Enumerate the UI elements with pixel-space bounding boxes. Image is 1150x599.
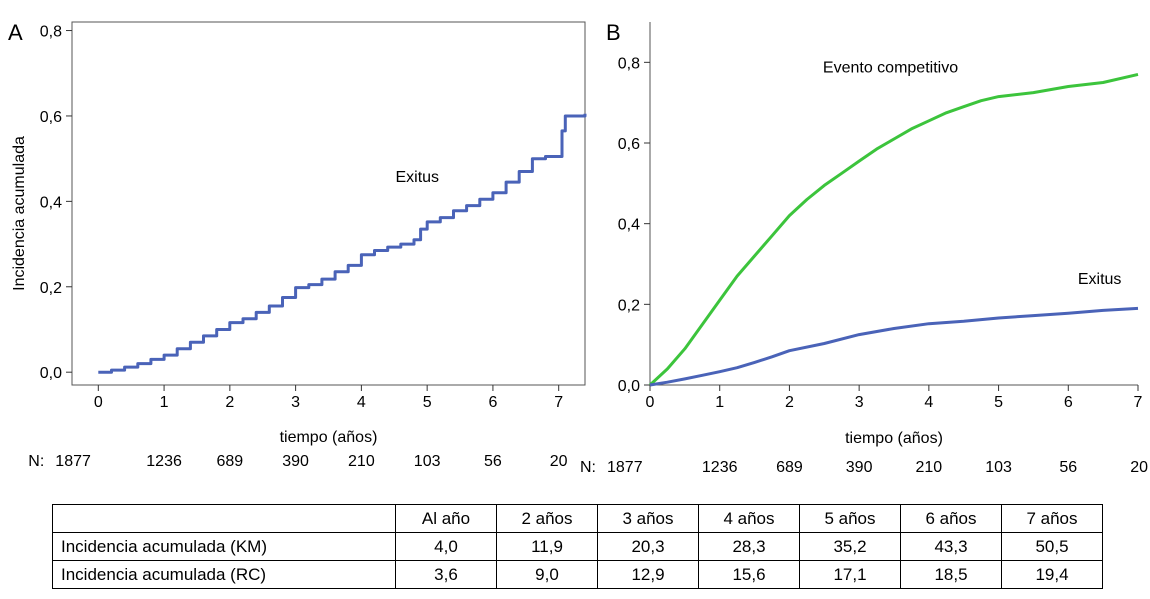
plot-axes <box>649 22 1138 386</box>
x-tick-label: 6 <box>1064 394 1073 411</box>
plot-frame <box>71 21 586 386</box>
y-tick-label: 0,2 <box>618 297 640 314</box>
n-at-risk-prefix: N: <box>28 453 44 470</box>
table-cell: 3,6 <box>395 560 497 589</box>
table-cell: 4,0 <box>395 532 497 561</box>
x-tick-label: 1 <box>160 394 169 411</box>
y-tick-label: 0,0 <box>40 365 62 382</box>
x-tick-label: 4 <box>924 394 933 411</box>
x-tick-label: 7 <box>554 394 563 411</box>
table-header-cell: 7 años <box>1001 504 1103 533</box>
n-at-risk-value: 56 <box>1059 459 1077 476</box>
x-tick-label: 1 <box>715 394 724 411</box>
y-tick-label: 0,2 <box>40 280 62 297</box>
table-cell: 28,3 <box>698 532 800 561</box>
table-cell: 17,1 <box>799 560 901 589</box>
n-at-risk-value: 1877 <box>607 459 643 476</box>
y-tick-label: 0,6 <box>618 136 640 153</box>
series-annotation: Exitus <box>395 169 439 186</box>
x-tick-label: 6 <box>488 394 497 411</box>
x-tick-label: 2 <box>785 394 794 411</box>
table-cell: 15,6 <box>698 560 800 589</box>
x-tick-label: 3 <box>291 394 300 411</box>
table-cell: 50,5 <box>1001 532 1103 561</box>
n-at-risk-value: 103 <box>414 453 441 470</box>
incidence-table: Al año 2 años 3 años 4 años 5 años 6 año… <box>52 504 1103 589</box>
n-at-risk-value: 390 <box>282 453 309 470</box>
panel-letter: A <box>8 20 23 45</box>
n-at-risk-value: 689 <box>776 459 803 476</box>
x-tick-label: 5 <box>994 394 1003 411</box>
y-axis-label: Incidencia acumulada <box>11 136 28 291</box>
n-at-risk-value: 689 <box>216 453 243 470</box>
n-at-risk-value: 56 <box>484 453 502 470</box>
n-at-risk-value: 210 <box>348 453 375 470</box>
table-row: Incidencia acumulada (KM) 4,0 11,9 20,3 … <box>52 532 1103 561</box>
x-tick-label: 4 <box>357 394 366 411</box>
table-row: Incidencia acumulada (RC) 3,6 9,0 12,9 1… <box>52 560 1103 589</box>
table-cell: 9,0 <box>496 560 598 589</box>
x-tick-label: 0 <box>94 394 103 411</box>
series-line <box>648 72 1139 387</box>
table-header-cell: 6 años <box>900 504 1002 533</box>
table-header-row: Al año 2 años 3 años 4 años 5 años 6 año… <box>52 504 1103 533</box>
y-tick-label: 0,4 <box>618 217 640 234</box>
n-at-risk-value: 1236 <box>702 459 738 476</box>
table-cell: 35,2 <box>799 532 901 561</box>
x-tick-label: 2 <box>225 394 234 411</box>
series-annotation: Evento competitivo <box>823 59 958 76</box>
n-at-risk-value: 1236 <box>146 453 182 470</box>
row-label: Incidencia acumulada (KM) <box>52 532 396 561</box>
n-at-risk-value: 20 <box>550 453 568 470</box>
table-cell: 43,3 <box>900 532 1002 561</box>
table-header-cell <box>52 504 396 533</box>
n-at-risk-prefix: N: <box>580 459 596 476</box>
y-tick-label: 0,8 <box>618 55 640 72</box>
panel-letter: B <box>606 20 621 45</box>
table-cell: 19,4 <box>1001 560 1103 589</box>
n-at-risk-value: 390 <box>846 459 873 476</box>
y-tick-label: 0,0 <box>618 378 640 395</box>
n-at-risk-value: 1877 <box>55 453 91 470</box>
y-tick-label: 0,8 <box>40 24 62 41</box>
n-at-risk-value: 20 <box>1130 459 1148 476</box>
x-axis-label: tiempo (años) <box>845 430 943 447</box>
table-header-cell: 4 años <box>698 504 800 533</box>
table-cell: 20,3 <box>597 532 699 561</box>
y-tick-label: 0,6 <box>40 109 62 126</box>
table-header-cell: Al año <box>395 504 497 533</box>
series-line <box>649 306 1139 387</box>
series-line <box>98 113 587 374</box>
table-header-cell: 5 años <box>799 504 901 533</box>
row-label: Incidencia acumulada (RC) <box>52 560 396 589</box>
series-annotation: Exitus <box>1078 271 1122 288</box>
table-cell: 12,9 <box>597 560 699 589</box>
x-tick-label: 0 <box>646 394 655 411</box>
table-header-cell: 3 años <box>597 504 699 533</box>
table-cell: 11,9 <box>496 532 598 561</box>
x-tick-label: 5 <box>423 394 432 411</box>
x-tick-label: 7 <box>1134 394 1143 411</box>
table-header-cell: 2 años <box>496 504 598 533</box>
n-at-risk-value: 210 <box>916 459 943 476</box>
y-tick-label: 0,4 <box>40 194 62 211</box>
x-axis-label: tiempo (años) <box>280 429 378 446</box>
table-cell: 18,5 <box>900 560 1002 589</box>
x-tick-label: 3 <box>855 394 864 411</box>
n-at-risk-value: 103 <box>985 459 1012 476</box>
